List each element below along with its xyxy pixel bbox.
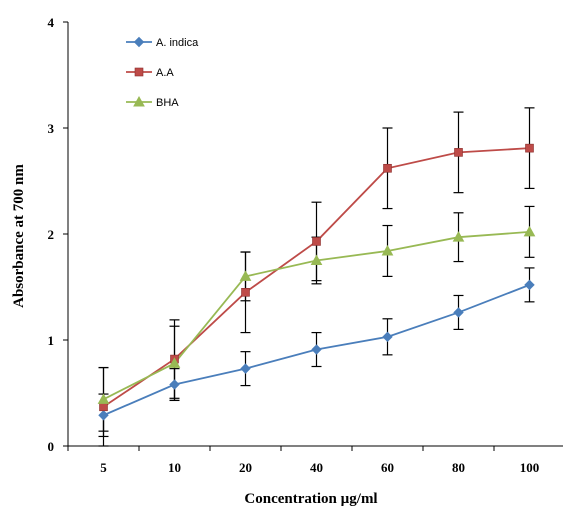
y-tick-label: 0 — [48, 439, 55, 454]
data-point — [383, 163, 392, 173]
error-bars — [98, 107, 535, 447]
data-point — [310, 254, 323, 265]
legend: A. indica A.A BHA — [126, 36, 199, 109]
x-tick-label: 40 — [310, 460, 323, 475]
x-tick-label: 20 — [239, 460, 252, 475]
legend-label: A. indica — [156, 37, 199, 49]
data-point — [241, 287, 250, 297]
x-tick-label: 100 — [520, 460, 540, 475]
data-point — [311, 344, 322, 355]
data-point — [524, 279, 535, 291]
y-tick-label: 3 — [48, 121, 55, 136]
y-tick-label: 2 — [48, 227, 55, 242]
x-tick-label: 60 — [381, 460, 394, 475]
tick-labels: 0 1 2 3 4 5 10 20 40 60 80 100 — [48, 15, 540, 475]
data-point — [239, 270, 252, 281]
y-tick-label: 1 — [48, 333, 55, 348]
legend-label: BHA — [156, 97, 179, 109]
x-axis-title: Concentration µg/ml — [244, 491, 377, 507]
x-tick-label: 10 — [168, 460, 181, 475]
y-axis-title: Absorbance at 700 nm — [11, 164, 27, 308]
y-tick-label: 4 — [48, 15, 55, 30]
legend-marker — [133, 95, 145, 107]
data-point — [381, 244, 394, 256]
data-point — [525, 143, 534, 153]
data-point — [168, 357, 181, 368]
data-point — [98, 410, 109, 421]
data-point — [97, 393, 110, 404]
data-point — [523, 225, 536, 237]
data-point — [453, 307, 464, 318]
data-point — [240, 363, 251, 374]
data-point — [382, 331, 393, 343]
x-tick-label: 80 — [452, 460, 465, 475]
data-point — [312, 237, 321, 246]
data-point — [99, 402, 108, 412]
legend-marker — [133, 36, 145, 48]
data-point — [452, 231, 465, 242]
legend-label: A.A — [156, 67, 174, 79]
legend-marker — [134, 67, 144, 77]
x-tick-label: 5 — [100, 460, 107, 475]
data-point — [454, 148, 463, 157]
axes — [63, 21, 563, 451]
data-point — [169, 379, 180, 390]
data-markers — [97, 143, 536, 421]
